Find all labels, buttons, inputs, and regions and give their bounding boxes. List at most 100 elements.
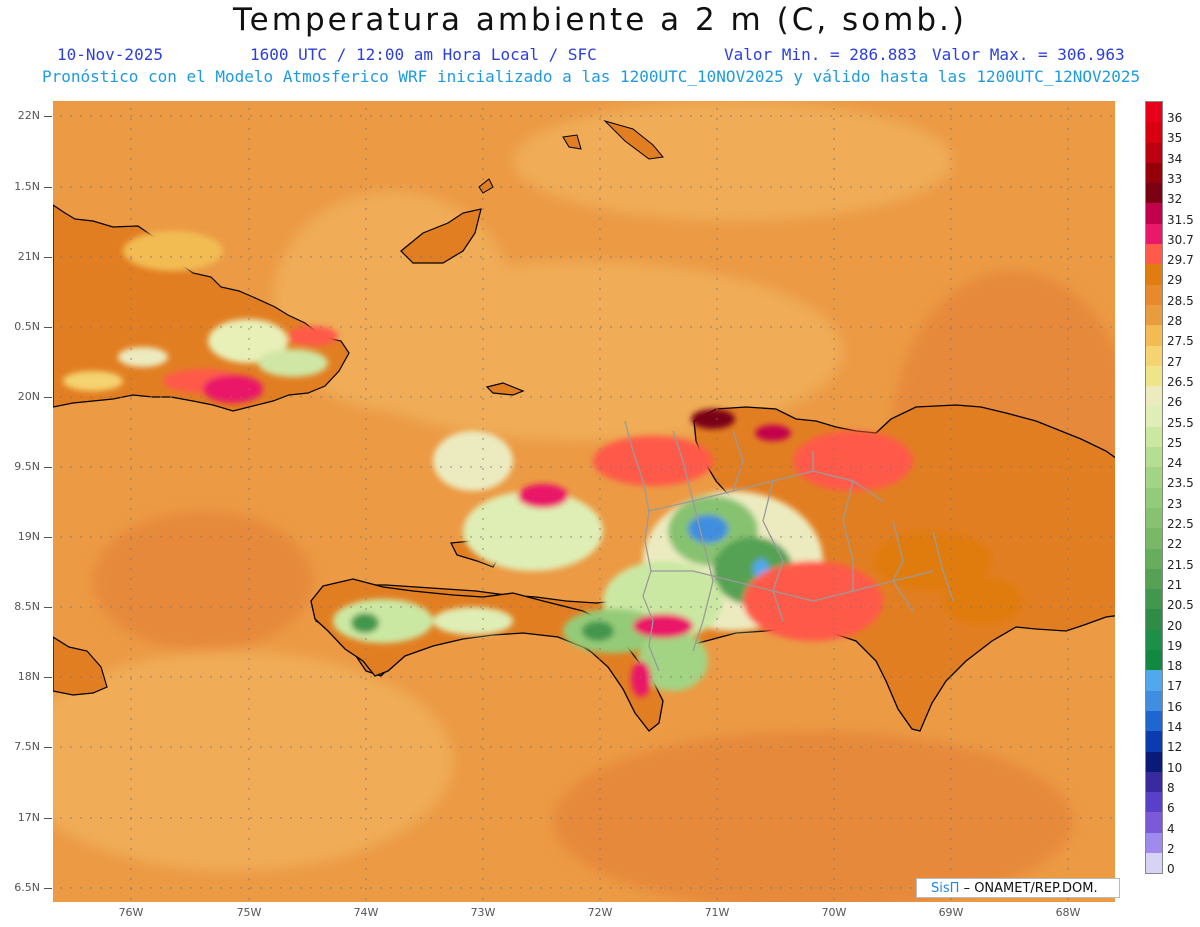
grid-dot: [1100, 606, 1102, 608]
latitude-label: 1.5N: [14, 180, 40, 193]
grid-dot: [430, 746, 432, 748]
grid-dot: [620, 115, 622, 117]
grid-dot: [780, 536, 782, 538]
grid-dot: [300, 746, 302, 748]
grid-dot: [890, 887, 892, 889]
grid-dot: [60, 256, 62, 258]
grid-dot: [300, 186, 302, 188]
grid-dot: [248, 818, 250, 820]
grid-dot: [560, 115, 562, 117]
grid-dot: [950, 298, 952, 300]
grid-dot: [500, 817, 502, 819]
grid-dot: [599, 448, 601, 450]
grid-dot: [670, 746, 672, 748]
grid-dot: [950, 668, 952, 670]
grid-dot: [330, 887, 332, 889]
grid-dot: [833, 478, 835, 480]
grid-dot: [950, 858, 952, 860]
grid-dot: [1060, 115, 1062, 117]
grid-dot: [340, 887, 342, 889]
grid-dot: [599, 318, 601, 320]
grid-dot: [1067, 388, 1069, 390]
grid-dot: [1110, 746, 1112, 748]
grid-dot: [480, 676, 482, 678]
grid-dot: [970, 676, 972, 678]
grid-dot: [320, 746, 322, 748]
grid-dot: [650, 746, 652, 748]
grid-dot: [950, 868, 952, 870]
grid-dot: [716, 568, 718, 570]
grid-dot: [70, 536, 72, 538]
grid-dot: [599, 508, 601, 510]
grid-dot: [482, 818, 484, 820]
grid-dot: [130, 208, 132, 210]
grid-dot: [750, 676, 752, 678]
grid-dot: [599, 798, 601, 800]
grid-dot: [270, 746, 272, 748]
grid-dot: [1060, 256, 1062, 258]
grid-dot: [110, 536, 112, 538]
grid-dot: [660, 115, 662, 117]
grid-dot: [320, 536, 322, 538]
grid-dot: [570, 746, 572, 748]
grid-dot: [365, 788, 367, 790]
grid-dot: [330, 817, 332, 819]
grid-dot: [730, 186, 732, 188]
grid-dot: [890, 676, 892, 678]
grid-dot: [482, 608, 484, 610]
grid-dot: [710, 326, 712, 328]
grid-dot: [270, 817, 272, 819]
grid-dot: [365, 748, 367, 750]
grid-dot: [365, 738, 367, 740]
grid-dot: [130, 188, 132, 190]
grid-dot: [740, 115, 742, 117]
grid-dot: [430, 817, 432, 819]
grid-dot: [390, 887, 392, 889]
grid-dot: [240, 326, 242, 328]
grid-dot: [130, 698, 132, 700]
grid-dot: [660, 606, 662, 608]
grid-dot: [833, 158, 835, 160]
grid-dot: [360, 606, 362, 608]
legend-label: 12: [1167, 740, 1183, 755]
grid-dot: [700, 326, 702, 328]
grid-dot: [640, 676, 642, 678]
grid-dot: [716, 778, 718, 780]
grid-dot: [1030, 606, 1032, 608]
grid-dot: [880, 466, 882, 468]
grid-dot: [482, 168, 484, 170]
grid-dot: [248, 608, 250, 610]
grid-dot: [830, 817, 832, 819]
grid-dot: [1060, 466, 1062, 468]
latitude-label: 0.5N: [14, 320, 40, 333]
grid-dot: [716, 818, 718, 820]
grid-dot: [230, 746, 232, 748]
grid-dot: [630, 536, 632, 538]
grid-dot: [900, 606, 902, 608]
grid-dot: [670, 817, 672, 819]
grid-dot: [510, 536, 512, 538]
grid-dot: [482, 758, 484, 760]
grid-dot: [840, 887, 842, 889]
grid-dot: [330, 396, 332, 398]
grid-dot: [520, 887, 522, 889]
grid-dot: [830, 887, 832, 889]
grid-dot: [570, 887, 572, 889]
grid-dot: [1010, 186, 1012, 188]
grid-dot: [716, 398, 718, 400]
grid-dot: [370, 326, 372, 328]
grid-dot: [290, 115, 292, 117]
grid-dot: [350, 746, 352, 748]
grid-dot: [248, 668, 250, 670]
grid-dot: [1030, 115, 1032, 117]
grid-dot: [760, 676, 762, 678]
grid-dot: [720, 746, 722, 748]
grid-dot: [1067, 108, 1069, 110]
longitude-label: 73W: [470, 906, 496, 919]
grid-dot: [248, 378, 250, 380]
grid-dot: [560, 817, 562, 819]
grid-dot: [700, 676, 702, 678]
grid-dot: [600, 676, 602, 678]
grid-dot: [950, 778, 952, 780]
grid-dot: [248, 538, 250, 540]
